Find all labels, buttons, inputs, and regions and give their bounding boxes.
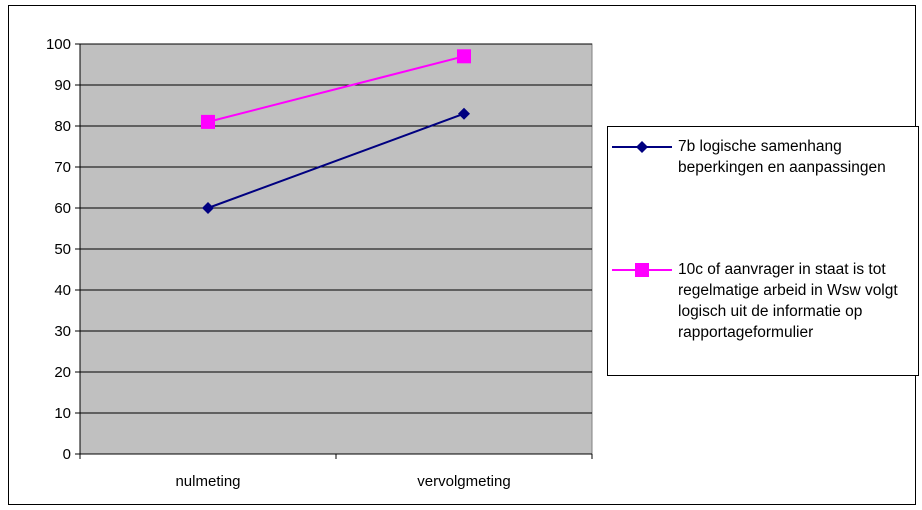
y-tick-label-50: 50 [54,241,71,258]
legend-label-series-1: 7b logische samenhang beperkingen en aan… [678,138,886,176]
series-1-point-1 [458,107,470,120]
series-line-1 [207,112,465,209]
series-2-point-0 [201,114,215,129]
y-tick-label-90: 90 [54,77,71,94]
legend-label-series-2: 10c of aanvrager in staat is tot regelma… [678,261,898,341]
y-tick-label-40: 40 [54,282,71,299]
y-tick-label-30: 30 [54,323,71,340]
y-tick-label-20: 20 [54,364,71,381]
series-1-point-0 [202,202,214,214]
y-tick-label-0: 0 [63,446,71,463]
legend: 7b logische samenhang beperkingen en aan… [607,126,919,376]
y-tick-label-100: 100 [46,36,71,53]
series [201,49,471,214]
y-tick-label-70: 70 [54,159,71,176]
x-tick-label-nulmeting: nulmeting [175,473,240,490]
axes: 0 10 20 30 40 50 60 70 80 90 100 nulmeting vervolgme… [46,36,593,490]
x-tick-label-vervolgmeting: vervolgmeting [417,473,510,490]
y-tick-label-10: 10 [54,405,71,422]
square-marker-icon [612,263,672,277]
y-tick-label-80: 80 [54,118,71,135]
line-chart: 0 10 20 30 40 50 60 70 80 90 100 nulmeting vervolgme… [46,36,593,490]
series-line-2 [207,55,465,123]
gridlines [80,43,592,414]
diamond-marker-icon [612,141,672,153]
y-tick-label-60: 60 [54,200,71,217]
series-2-point-1 [457,49,471,64]
chart-frame: 0 10 20 30 40 50 60 70 80 90 100 nulmeting vervolgme… [8,5,919,505]
